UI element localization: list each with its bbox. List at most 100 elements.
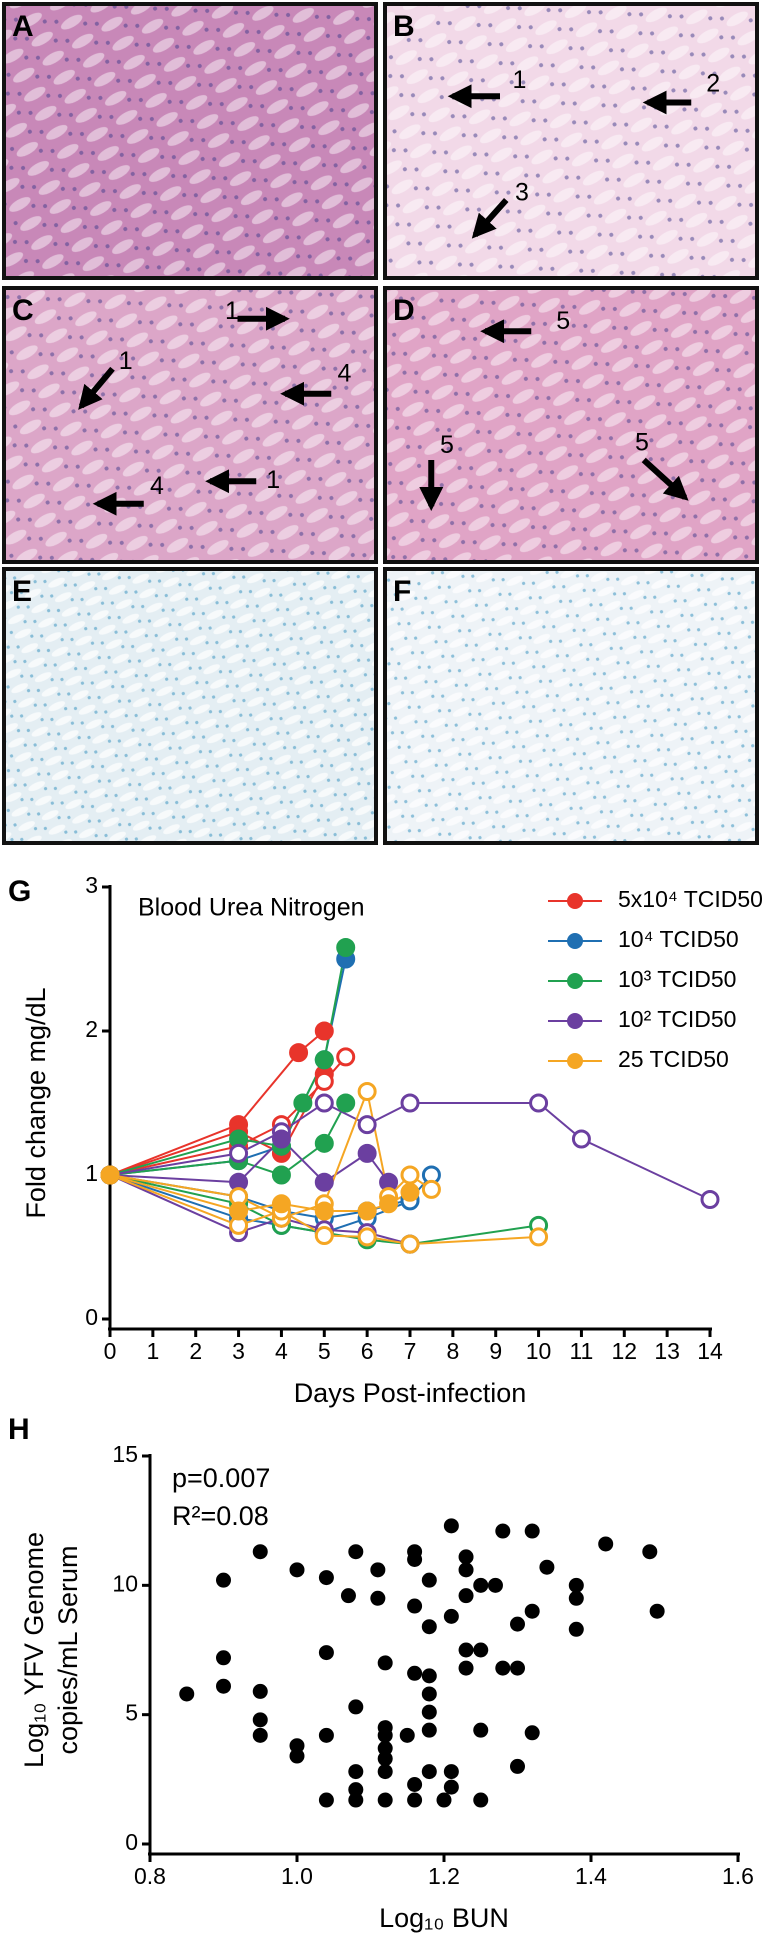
data-point — [377, 1655, 393, 1671]
y-axis-label: Log₁₀ YFV Genome — [19, 1532, 49, 1768]
data-point — [348, 1764, 364, 1780]
arrow — [641, 457, 689, 501]
data-point — [252, 1683, 268, 1699]
x-tick-label: 1.2 — [428, 1863, 460, 1889]
x-tick-label: 13 — [654, 1338, 680, 1364]
data-point — [289, 1043, 309, 1063]
data-point — [348, 1699, 364, 1715]
data-point — [314, 1225, 334, 1245]
data-point — [314, 1071, 334, 1091]
data-point — [252, 1727, 268, 1743]
legend-marker — [567, 1053, 583, 1069]
micrograph-texture — [2, 286, 378, 564]
x-tick-label: 1 — [146, 1338, 159, 1364]
x-tick-label: 0.8 — [134, 1863, 166, 1889]
data-point — [318, 1645, 334, 1661]
data-point — [458, 1588, 474, 1604]
data-point — [407, 1792, 423, 1808]
data-point — [377, 1751, 393, 1767]
data-point — [436, 1792, 452, 1808]
data-point — [400, 1182, 420, 1202]
arrow-label: 2 — [706, 70, 720, 98]
data-point — [421, 1619, 437, 1635]
x-tick-label: 4 — [275, 1338, 288, 1364]
data-point — [407, 1665, 423, 1681]
y-tick-label: 15 — [112, 1441, 138, 1467]
data-point — [357, 1081, 377, 1101]
data-point — [421, 1179, 441, 1199]
data-point — [400, 1234, 420, 1254]
x-tick-label: 0 — [104, 1338, 117, 1364]
arrow-label: 4 — [338, 360, 352, 388]
data-point — [314, 1050, 334, 1070]
panel-label: G — [8, 875, 31, 908]
data-point — [495, 1523, 511, 1539]
data-point — [318, 1727, 334, 1743]
panel-label: B — [393, 10, 415, 43]
data-point — [377, 1792, 393, 1808]
data-point — [336, 1093, 356, 1113]
x-tick-label: 1.0 — [281, 1863, 313, 1889]
data-point — [289, 1748, 305, 1764]
legend-label: 5x10⁴ TCID50 — [618, 886, 763, 912]
arrow-label: 1 — [266, 466, 280, 494]
series-line — [109, 947, 347, 1176]
data-point — [336, 1047, 356, 1067]
data-point — [524, 1725, 540, 1741]
data-point — [495, 1660, 511, 1676]
data-point — [421, 1704, 437, 1720]
data-point — [216, 1572, 231, 1588]
data-point — [314, 1133, 334, 1153]
panel-label: F — [393, 575, 411, 608]
y-tick-label: 2 — [85, 1016, 98, 1042]
data-point — [421, 1668, 437, 1684]
data-point — [216, 1678, 231, 1694]
data-point — [458, 1642, 474, 1658]
data-point — [421, 1572, 437, 1588]
data-point — [421, 1722, 437, 1738]
data-point — [458, 1562, 474, 1578]
data-point — [348, 1782, 364, 1798]
data-point — [421, 1686, 437, 1702]
series-line — [109, 1056, 347, 1176]
micrograph-texture — [2, 567, 378, 845]
data-point — [179, 1686, 195, 1702]
y-tick-label: 5 — [125, 1700, 138, 1726]
arrow-label: 5 — [635, 428, 649, 456]
data-point — [318, 1792, 334, 1808]
data-point — [487, 1577, 503, 1593]
y-tick-label: 10 — [112, 1570, 138, 1596]
y-axis-label: Fold change mg/dL — [21, 987, 51, 1218]
legend-label: 10³ TCID50 — [618, 966, 736, 992]
data-point — [473, 1642, 489, 1658]
y-tick-label: 0 — [85, 1304, 98, 1330]
x-tick-label: 8 — [446, 1338, 459, 1364]
data-point — [568, 1577, 584, 1593]
data-point — [458, 1660, 474, 1676]
data-point — [529, 1227, 549, 1247]
x-axis-label: Days Post-infection — [294, 1378, 527, 1408]
panel-label: D — [393, 294, 415, 327]
x-tick-label: 2 — [189, 1338, 202, 1364]
data-point — [377, 1727, 393, 1743]
data-point — [318, 1570, 334, 1586]
arrow-label: 1 — [513, 66, 527, 94]
data-point — [379, 1194, 399, 1214]
chart-title: Blood Urea Nitrogen — [138, 894, 365, 922]
data-point — [568, 1621, 584, 1637]
series-line — [109, 1030, 325, 1176]
data-point — [229, 1201, 249, 1221]
data-point — [314, 1093, 334, 1113]
micrograph-texture — [2, 2, 378, 280]
data-point — [271, 1165, 291, 1185]
data-point — [473, 1792, 489, 1808]
data-point — [100, 1165, 120, 1185]
data-point — [252, 1544, 268, 1560]
y-tick-label: 1 — [85, 1160, 98, 1186]
data-point — [407, 1777, 423, 1793]
x-tick-label: 3 — [232, 1338, 245, 1364]
data-point — [370, 1590, 386, 1606]
data-point — [407, 1551, 423, 1567]
